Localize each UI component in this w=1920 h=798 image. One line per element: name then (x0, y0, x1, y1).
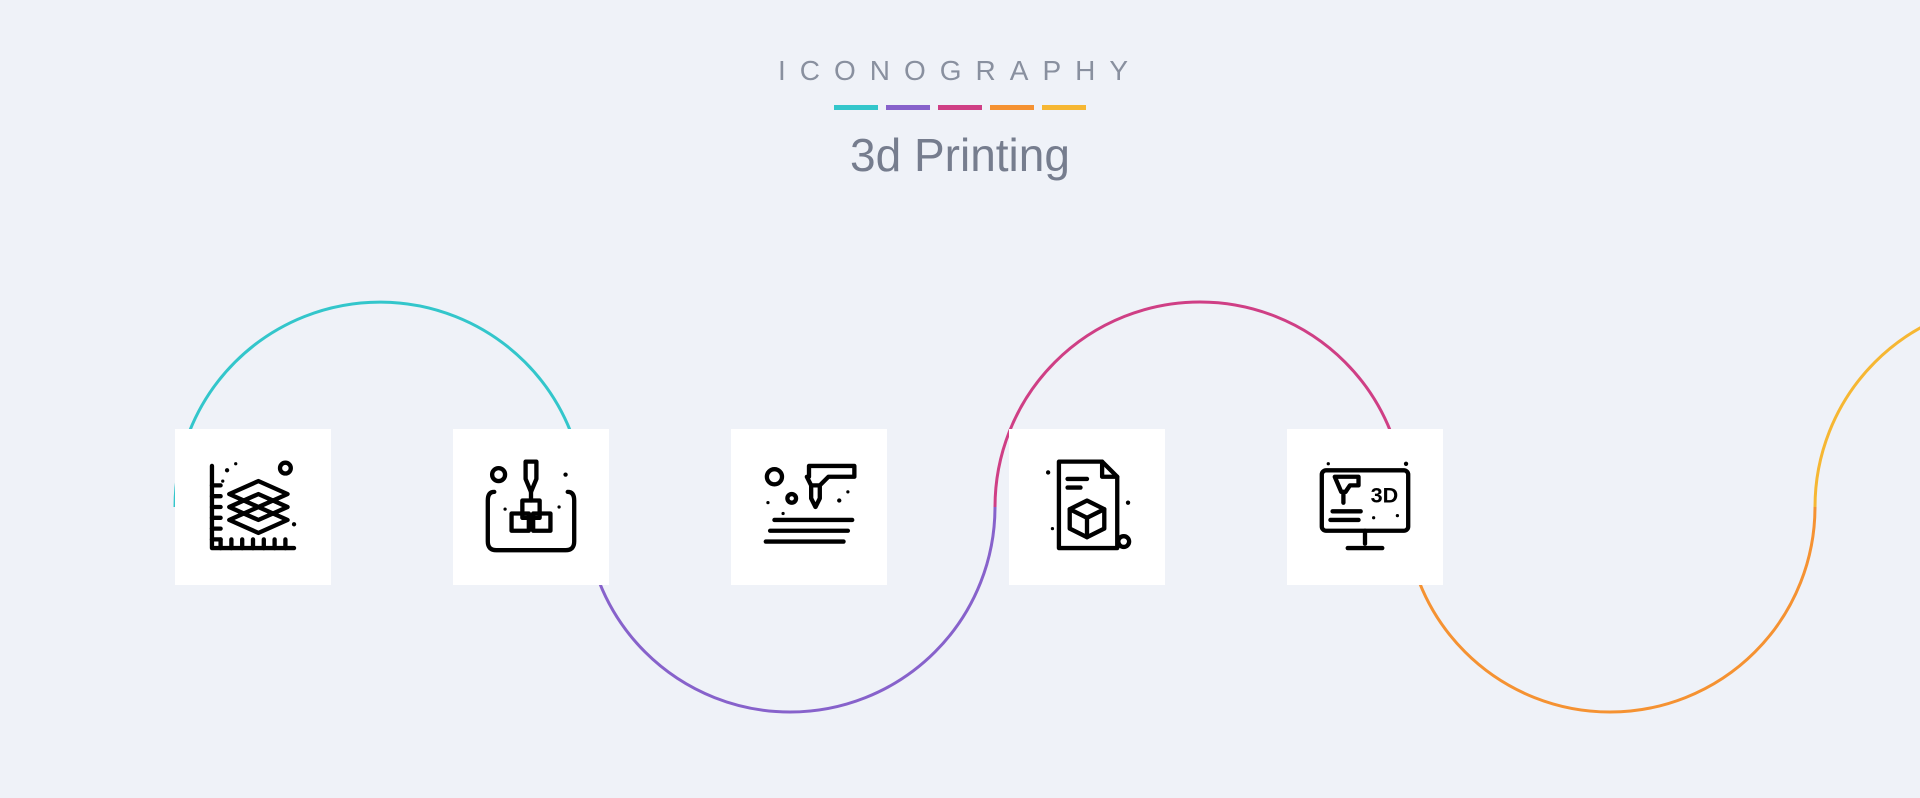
cube-file-icon (1009, 429, 1165, 585)
accent-bar (886, 105, 930, 110)
accent-bar (1042, 105, 1086, 110)
header: ICONOGRAPHY 3d Printing (660, 55, 1260, 182)
layers-ruler-icon (175, 429, 331, 585)
monitor-3d-icon: 3D (1287, 429, 1443, 585)
brand-label: ICONOGRAPHY (660, 55, 1260, 87)
accent-bar (834, 105, 878, 110)
svg-text:3D: 3D (1371, 483, 1399, 508)
accent-bar (938, 105, 982, 110)
accent-bar (990, 105, 1034, 110)
pack-title: 3d Printing (660, 128, 1260, 182)
pen-blueprint-icon (453, 429, 609, 585)
print-head-icon (731, 429, 887, 585)
accent-bars (660, 105, 1260, 110)
